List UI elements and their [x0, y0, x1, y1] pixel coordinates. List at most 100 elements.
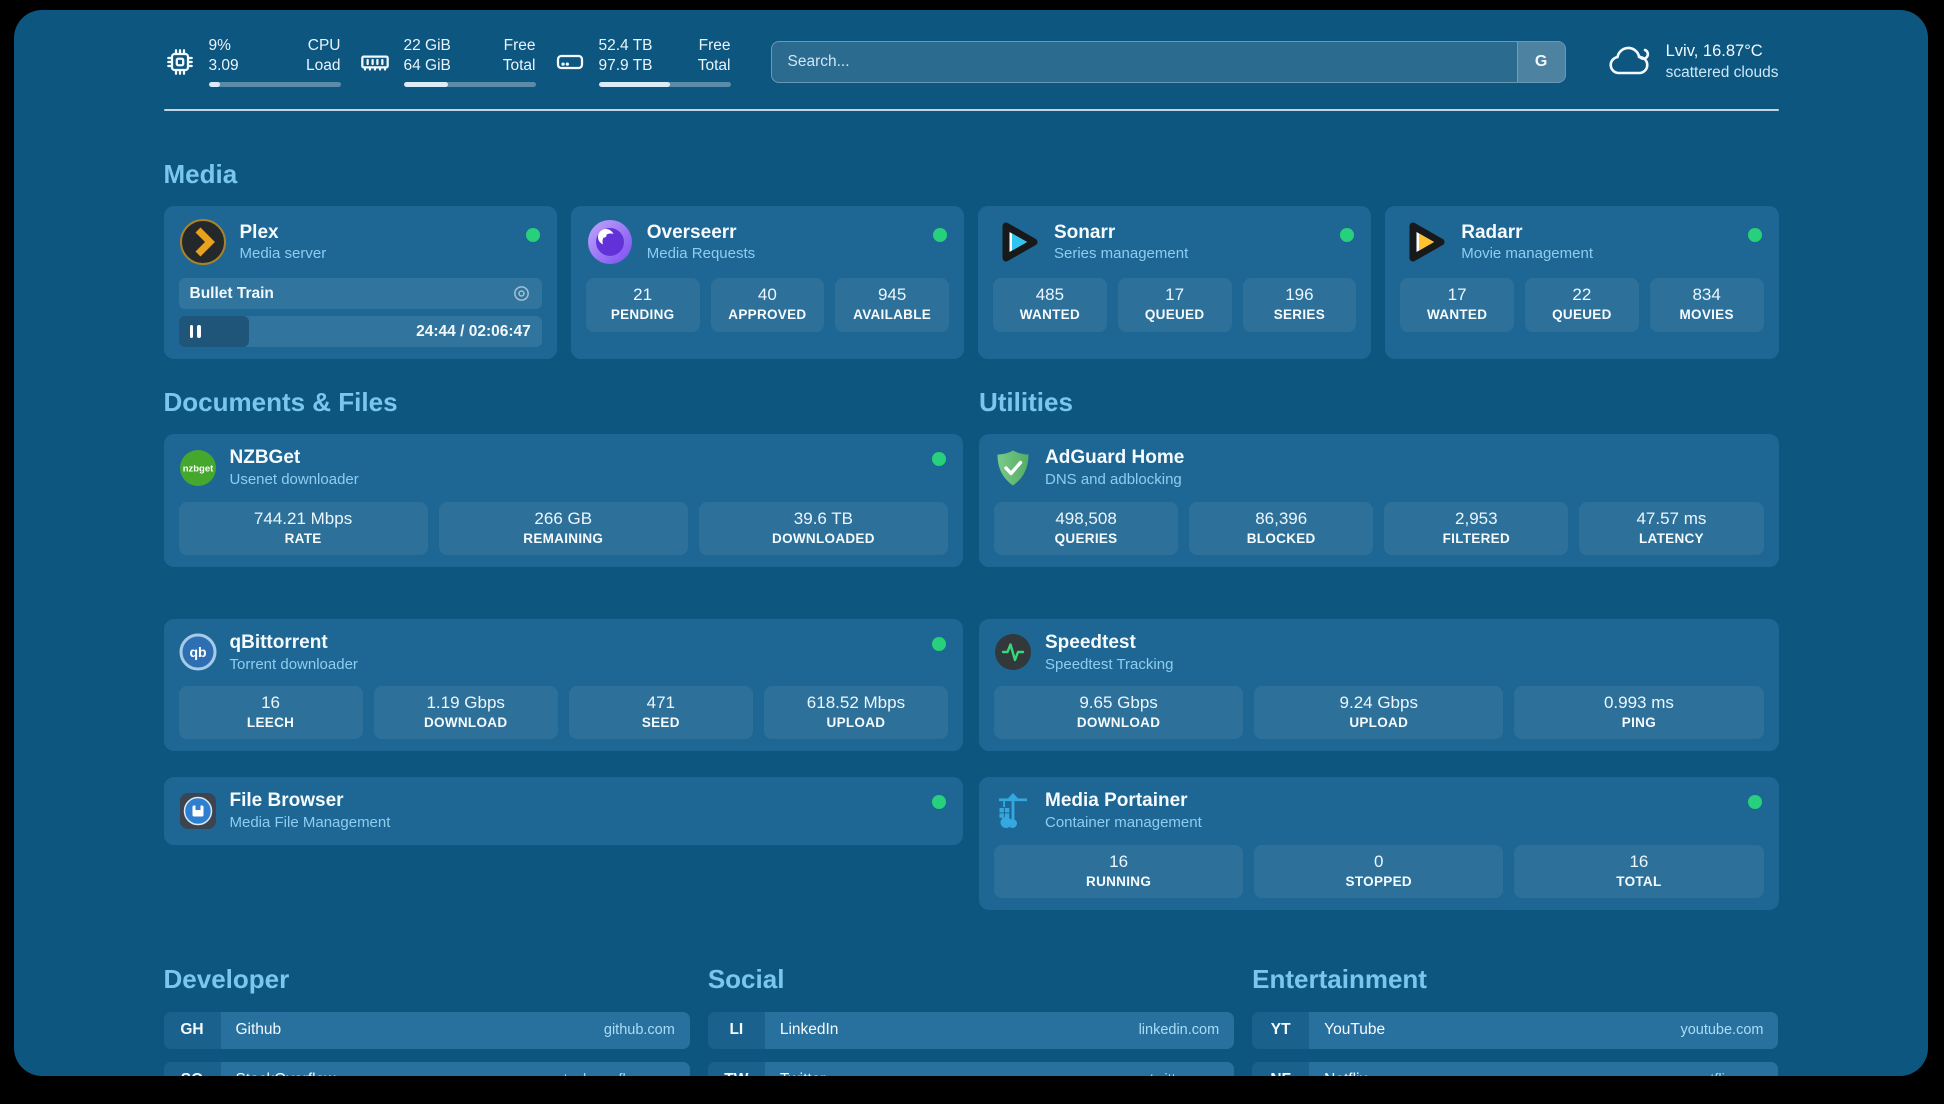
adguard-card[interactable]: AdGuard Home DNS and adblocking 498,508 …	[979, 434, 1779, 567]
overseerr-card[interactable]: Overseerr Media Requests 21 PENDING 40 A…	[570, 206, 964, 360]
bookmark-github[interactable]: GH Github github.com	[163, 1011, 690, 1049]
filebrowser-icon	[179, 793, 216, 830]
cpu-usage-value: 9%	[208, 37, 231, 54]
stat-box: 16 TOTAL	[1514, 844, 1764, 898]
disk-progress-bar	[598, 82, 731, 88]
cpu-icon	[166, 48, 193, 75]
app-name: Sonarr	[1054, 221, 1116, 243]
bookmark-twitter[interactable]: TW Twitter twitter.com	[707, 1061, 1235, 1076]
stat-box: 17 QUEUED	[1117, 278, 1232, 332]
stat-box: 0 STOPPED	[1254, 844, 1504, 898]
stat-label: STOPPED	[1345, 873, 1412, 889]
bookmark-name: LinkedIn	[779, 1021, 839, 1039]
bookmark-abbr: NF	[1252, 1061, 1310, 1076]
stat-box: 9.65 Gbps DOWNLOAD	[994, 686, 1244, 740]
plex-card[interactable]: Plex Media server Bullet Train 24:44 / 0	[163, 206, 557, 360]
portainer-card[interactable]: Media Portainer Container management 16 …	[979, 777, 1779, 910]
stat-label: RUNNING	[1086, 873, 1152, 889]
stat-label: PENDING	[610, 307, 675, 323]
stat-value: 86,396	[1255, 508, 1308, 528]
disk-stat: 52.4 TB 97.9 TB Free Total	[554, 36, 731, 88]
stat-box: 744.21 Mbps RATE	[178, 501, 428, 555]
app-name: Overseerr	[646, 221, 737, 243]
app-name: AdGuard Home	[1045, 447, 1185, 469]
section-title-entertainment: Entertainment	[1252, 963, 1427, 994]
stat-label: PING	[1621, 715, 1657, 731]
bookmark-url: stackoverflow.com	[556, 1072, 674, 1076]
stat-box: 618.52 Mbps UPLOAD	[763, 686, 948, 740]
stat-value: 2,953	[1455, 508, 1498, 528]
svg-text:nzbget: nzbget	[182, 463, 213, 474]
app-name: qBittorrent	[229, 631, 328, 653]
cpu-progress-fill	[208, 82, 221, 88]
disk-icon	[556, 54, 583, 69]
bookmark-name: Netflix	[1324, 1071, 1367, 1076]
disk-free-label: Free	[698, 37, 731, 54]
filebrowser-card[interactable]: File Browser Media File Management	[163, 777, 963, 845]
status-dot	[932, 636, 946, 651]
dashboard-page: 9% 3.09 CPU Load	[14, 10, 1928, 1076]
stat-box: 2,953 FILTERED	[1384, 501, 1569, 555]
radarr-icon	[1409, 222, 1445, 262]
app-name: File Browser	[229, 790, 344, 812]
bookmark-abbr: SO	[163, 1061, 221, 1076]
sonarr-icon	[1002, 222, 1038, 262]
cpu-stat: 9% 3.09 CPU Load	[164, 36, 341, 88]
bookmark-name: StackOverflow	[236, 1071, 336, 1076]
stat-value: 498,508	[1055, 508, 1117, 528]
app-description: Usenet downloader	[229, 471, 359, 489]
stat-box: 471 SEED	[568, 686, 753, 740]
memory-stat: 22 GiB 64 GiB Free Total	[359, 36, 536, 88]
ram-free-label: Free	[503, 37, 536, 54]
stat-value: 0.993 ms	[1603, 693, 1674, 713]
stat-label: REMAINING	[523, 530, 604, 546]
playback-time: 24:44 / 02:06:47	[416, 322, 531, 340]
stat-label: QUEUED	[1144, 307, 1205, 323]
bookmark-abbr: TW	[707, 1061, 765, 1076]
bookmark-group-developer: Developer GH Github github.com SO StackO…	[163, 963, 690, 1076]
bookmark-abbr: YT	[1252, 1011, 1310, 1049]
stat-value: 9.24 Gbps	[1339, 693, 1418, 713]
cpu-label: CPU	[307, 37, 341, 54]
stat-value: 0	[1374, 851, 1384, 871]
status-dot	[525, 228, 540, 243]
search-engine-button[interactable]: G	[1516, 41, 1565, 82]
stat-value: 744.21 Mbps	[253, 508, 353, 528]
stat-value: 618.52 Mbps	[806, 693, 906, 713]
qbittorrent-icon: qb	[179, 633, 216, 671]
app-description: Media File Management	[229, 814, 391, 832]
gear-icon[interactable]	[512, 284, 531, 303]
disk-total-value: 97.9 TB	[598, 57, 653, 75]
bookmark-group-social: Social LI LinkedIn linkedin.com TW Twitt…	[707, 964, 1235, 1076]
stat-box: 47.57 ms LATENCY	[1579, 501, 1764, 555]
cloud-icon	[1609, 46, 1649, 74]
stat-value: 471	[646, 693, 675, 713]
bookmark-linkedin[interactable]: LI LinkedIn linkedin.com	[707, 1011, 1235, 1049]
bookmark-stackoverflow[interactable]: SO StackOverflow stackoverflow.com	[163, 1061, 690, 1076]
pause-button[interactable]	[189, 325, 201, 339]
stat-label: DOWNLOADED	[772, 530, 875, 546]
radarr-card[interactable]: Radarr Movie management 17 WANTED 22 QUE…	[1385, 206, 1779, 360]
cpu-load-label: Load	[306, 57, 341, 75]
stat-box: 0.993 ms PING	[1514, 686, 1764, 740]
nzbget-card[interactable]: nzbget NZBGet Usenet downloader 744.21 M…	[163, 434, 963, 567]
status-dot	[932, 795, 946, 810]
stat-label: UPLOAD	[1349, 715, 1409, 731]
section-title-developer: Developer	[163, 963, 290, 994]
sonarr-card[interactable]: Sonarr Series management 485 WANTED 17 Q…	[978, 206, 1372, 360]
speedtest-card[interactable]: Speedtest Speedtest Tracking 9.65 Gbps D…	[979, 618, 1779, 752]
stat-label: QUERIES	[1054, 530, 1118, 546]
bookmark-youtube[interactable]: YT YouTube youtube.com	[1252, 1011, 1779, 1049]
documents-column: Documents & Files nzbget NZBGet Usenet d…	[163, 387, 963, 910]
app-name: Radarr	[1461, 221, 1523, 243]
overseerr-icon	[587, 220, 632, 265]
section-title-media: Media	[163, 159, 238, 190]
qbittorrent-card[interactable]: qb qBittorrent Torrent downloader 16 LEE…	[163, 618, 963, 752]
search-input[interactable]	[771, 41, 1517, 82]
bookmark-url: youtube.com	[1680, 1022, 1764, 1039]
ram-progress-bar	[403, 82, 536, 88]
stat-box: 40 APPROVED	[710, 278, 825, 332]
bookmark-group-entertainment: Entertainment YT YouTube youtube.com NF …	[1252, 963, 1779, 1076]
stat-label: MOVIES	[1679, 307, 1734, 323]
bookmark-netflix[interactable]: NF Netflix netflix.com	[1252, 1061, 1779, 1076]
